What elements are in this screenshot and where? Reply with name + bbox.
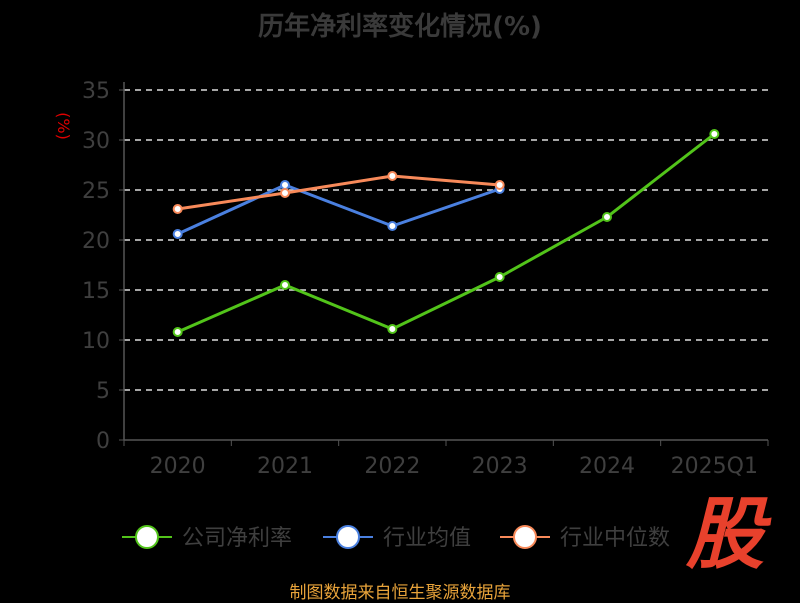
series-line-1 [177,183,501,236]
legend-marker [135,525,159,549]
data-point [280,180,290,190]
y-tick-label: 0 [96,429,110,454]
data-point [494,180,505,190]
x-tick-label: 2022 [364,454,420,479]
y-tick-label: 10 [82,329,110,354]
x-tick-label: 2023 [472,454,528,479]
y-tick-label: 30 [82,129,110,154]
y-tick-label: 25 [82,179,110,204]
data-point [602,212,612,222]
data-point [387,171,398,181]
y-axis-label: (%) [54,112,73,140]
series-line-2 [177,174,500,211]
data-point [387,324,398,334]
y-tick-label: 15 [82,279,110,304]
legend-marker [513,525,537,549]
data-point [280,188,290,198]
chart-title: 历年净利率变化情况(%) [258,12,542,42]
legend-label: 行业均值 [383,526,471,551]
data-point [172,327,183,337]
x-tick-label: 2020 [150,454,206,479]
legend-label: 行业中位数 [560,526,670,551]
data-point [709,129,720,139]
logo: 股 [686,490,765,580]
data-point [387,221,398,231]
x-tick-label: 2021 [257,454,313,479]
x-tick-label: 2024 [579,454,635,479]
data-point [494,272,505,282]
y-tick-label: 5 [96,379,110,404]
footer-source: 制图数据来自恒生聚源数据库 [289,583,511,603]
series-line-0 [177,132,716,334]
data-point [280,280,290,290]
y-tick-label: 20 [82,229,110,254]
legend-label: 公司净利率 [182,526,292,551]
y-tick-label: 35 [82,79,110,104]
legend-marker [336,525,360,549]
x-tick-label: 2025Q1 [671,454,758,479]
data-point [172,204,183,214]
data-point [172,229,183,239]
